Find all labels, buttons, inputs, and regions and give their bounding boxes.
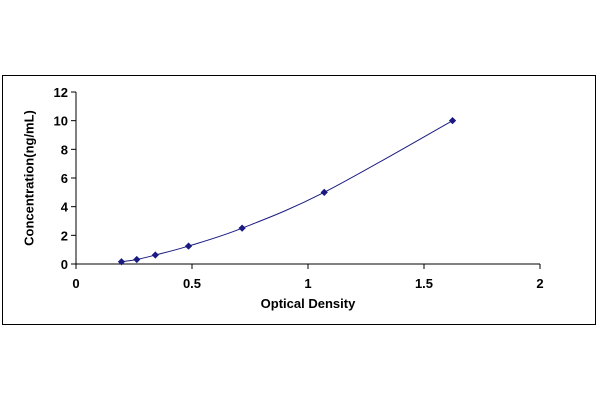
x-tick-label: 1: [304, 276, 311, 291]
y-tick-label: 8: [61, 142, 68, 157]
y-tick-label: 0: [61, 257, 68, 272]
data-point-4: [238, 224, 246, 232]
x-tick-label: 0: [72, 276, 79, 291]
points-layer: [117, 117, 457, 266]
x-tick-label: 2: [536, 276, 543, 291]
y-tick-label: 2: [61, 228, 68, 243]
data-point-2: [151, 251, 159, 259]
y-tick-label: 12: [54, 85, 68, 100]
x-tick-label: 0.5: [183, 276, 201, 291]
series-0-trendline: [121, 120, 453, 263]
x-axis-title: Optical Density: [261, 296, 356, 311]
chart-svg: 0 0.5 1 1.5 2 0 2 4 6 8 10 12 Optical Density Conc…: [21, 85, 544, 311]
curve-layer: [121, 120, 453, 263]
x-tick-label: 1.5: [415, 276, 433, 291]
y-tick-label: 10: [54, 114, 68, 129]
x-ticks: 0 0.5 1 1.5 2: [72, 264, 544, 291]
axes: [75, 92, 540, 265]
y-ticks: 0 2 4 6 8 10 12: [54, 85, 76, 272]
chart-frame: 0 0.5 1 1.5 2 0 2 4 6 8 10 12 Optical Density Conc…: [2, 75, 596, 325]
data-point-6: [448, 117, 457, 125]
data-point-5: [320, 188, 328, 196]
data-point-0: [117, 258, 126, 266]
data-point-3: [184, 242, 193, 250]
y-tick-label: 6: [61, 171, 68, 186]
y-axis-title: Concentration(ng/mL): [21, 110, 36, 246]
y-tick-label: 4: [61, 200, 69, 215]
data-point-1: [133, 255, 141, 264]
